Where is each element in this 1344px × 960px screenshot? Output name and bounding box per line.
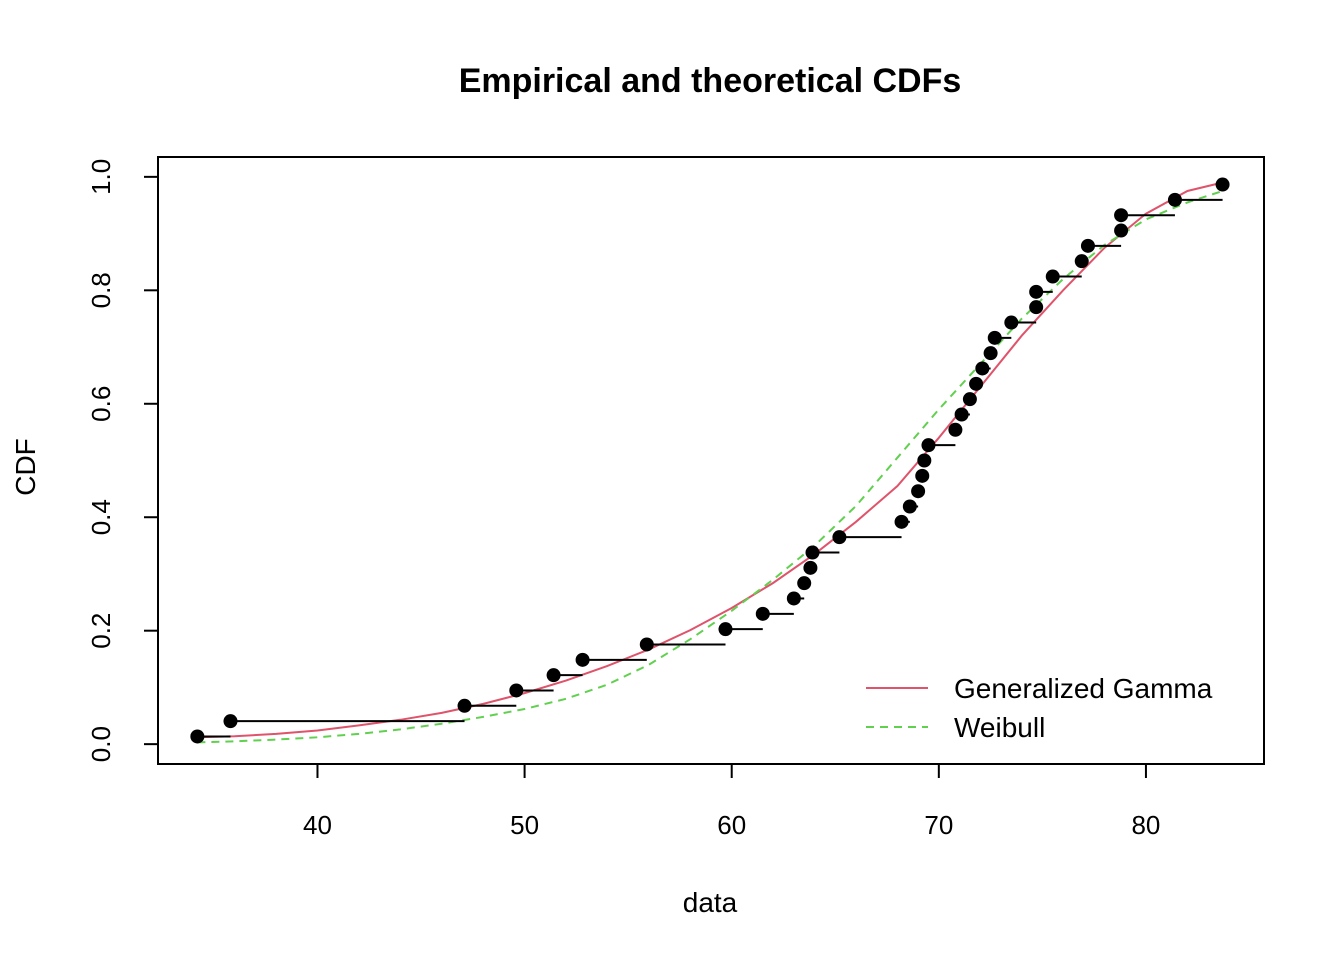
x-tick-label: 70 [924,810,953,840]
chart-title: Empirical and theoretical CDFs [459,62,962,100]
empirical-point [894,514,909,529]
y-axis-label: CDF [10,438,41,496]
empirical-point [969,376,984,391]
empirical-point [1167,192,1182,207]
empirical-point [1215,177,1230,192]
y-tick-label: 0.6 [86,386,116,422]
empirical-point [457,698,472,713]
empirical-point [911,484,926,499]
empirical-point [983,346,998,361]
empirical-point [1080,238,1095,253]
empirical-point [1004,315,1019,330]
series-layer [197,181,1223,744]
empirical-point [832,530,847,545]
empirical-point [962,392,977,407]
series-line-weibull [197,190,1223,744]
empirical-point [1029,284,1044,299]
y-tick-label: 1.0 [86,159,116,195]
x-tick-label: 40 [303,810,332,840]
x-axis-label: data [683,887,738,918]
empirical-point [509,683,524,698]
legend-label-weibull: Weibull [954,712,1045,743]
empirical-point [190,729,205,744]
x-tick-label: 50 [510,810,539,840]
y-tick-label: 0.2 [86,613,116,649]
empirical-point [1074,254,1089,269]
empirical-point [921,438,936,453]
empirical-point [718,622,733,637]
y-tick-label: 0.0 [86,726,116,762]
y-axis: 0.0 0.2 0.4 0.6 0.8 1.0 [86,159,159,762]
legend: Generalized Gamma Weibull [866,673,1213,743]
empirical-layer [190,177,1230,744]
empirical-point [546,668,561,683]
empirical-point [902,499,917,514]
empirical-point [917,453,932,468]
empirical-point [1045,269,1060,284]
empirical-point [915,468,930,483]
y-tick-label: 0.8 [86,272,116,308]
empirical-point [797,576,812,591]
empirical-point [223,714,238,729]
empirical-point [786,591,801,606]
legend-label-generalized-gamma: Generalized Gamma [954,673,1213,704]
empirical-point [805,545,820,560]
empirical-point [954,407,969,422]
y-tick-label: 0.4 [86,499,116,535]
empirical-point [948,422,963,437]
empirical-point [755,606,770,621]
empirical-point [575,652,590,667]
x-tick-label: 60 [717,810,746,840]
empirical-point [1114,208,1129,223]
empirical-point [1029,300,1044,315]
x-tick-label: 80 [1131,810,1160,840]
x-axis: 40 50 60 70 80 [303,763,1160,840]
series-line-generalized-gamma [197,181,1223,739]
empirical-point [987,330,1002,345]
empirical-point [639,637,654,652]
empirical-point [803,560,818,575]
empirical-point [975,361,990,376]
empirical-point [1114,223,1129,238]
